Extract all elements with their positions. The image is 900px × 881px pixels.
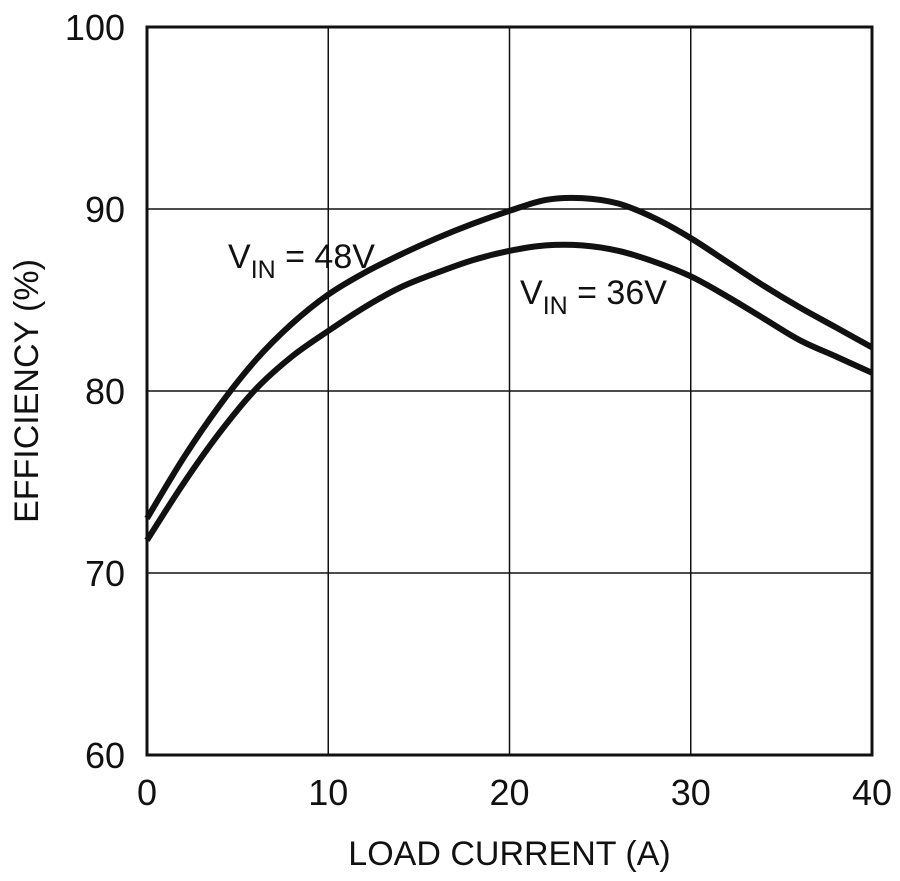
series-label-main: V [520, 274, 543, 312]
y-tick-label: 90 [85, 189, 125, 230]
series-label-value: = 36V [568, 274, 668, 312]
y-tick-label: 70 [85, 553, 125, 594]
y-axis-title: EFFICIENCY (%) [8, 259, 46, 523]
y-tick-label: 60 [85, 735, 125, 776]
series-line-vin-48v [144, 194, 874, 520]
tick-label-layer: 0 10 20 30 40 60 70 80 90 100 [65, 7, 892, 813]
y-tick-label: 80 [85, 371, 125, 412]
series-label-subscript: IN [251, 256, 276, 284]
x-axis-title: LOAD CURRENT (A) [348, 835, 670, 873]
series-label-subscript: IN [543, 292, 568, 320]
series-label-vin-36v: VIN = 36V [520, 274, 667, 320]
x-tick-label: 20 [489, 772, 529, 813]
x-tick-label: 40 [852, 772, 892, 813]
y-tick-label: 100 [65, 7, 125, 48]
x-tick-label: 0 [137, 772, 157, 813]
series-line-vin-36v [144, 241, 874, 542]
series-label-value: = 48V [276, 238, 376, 276]
series-label-main: V [228, 238, 251, 276]
plot-frame [145, 25, 874, 757]
x-tick-label: 30 [671, 772, 711, 813]
series-label-vin-48v: VIN = 48V [228, 238, 375, 284]
series-layer [144, 194, 874, 542]
x-tick-label: 10 [308, 772, 348, 813]
